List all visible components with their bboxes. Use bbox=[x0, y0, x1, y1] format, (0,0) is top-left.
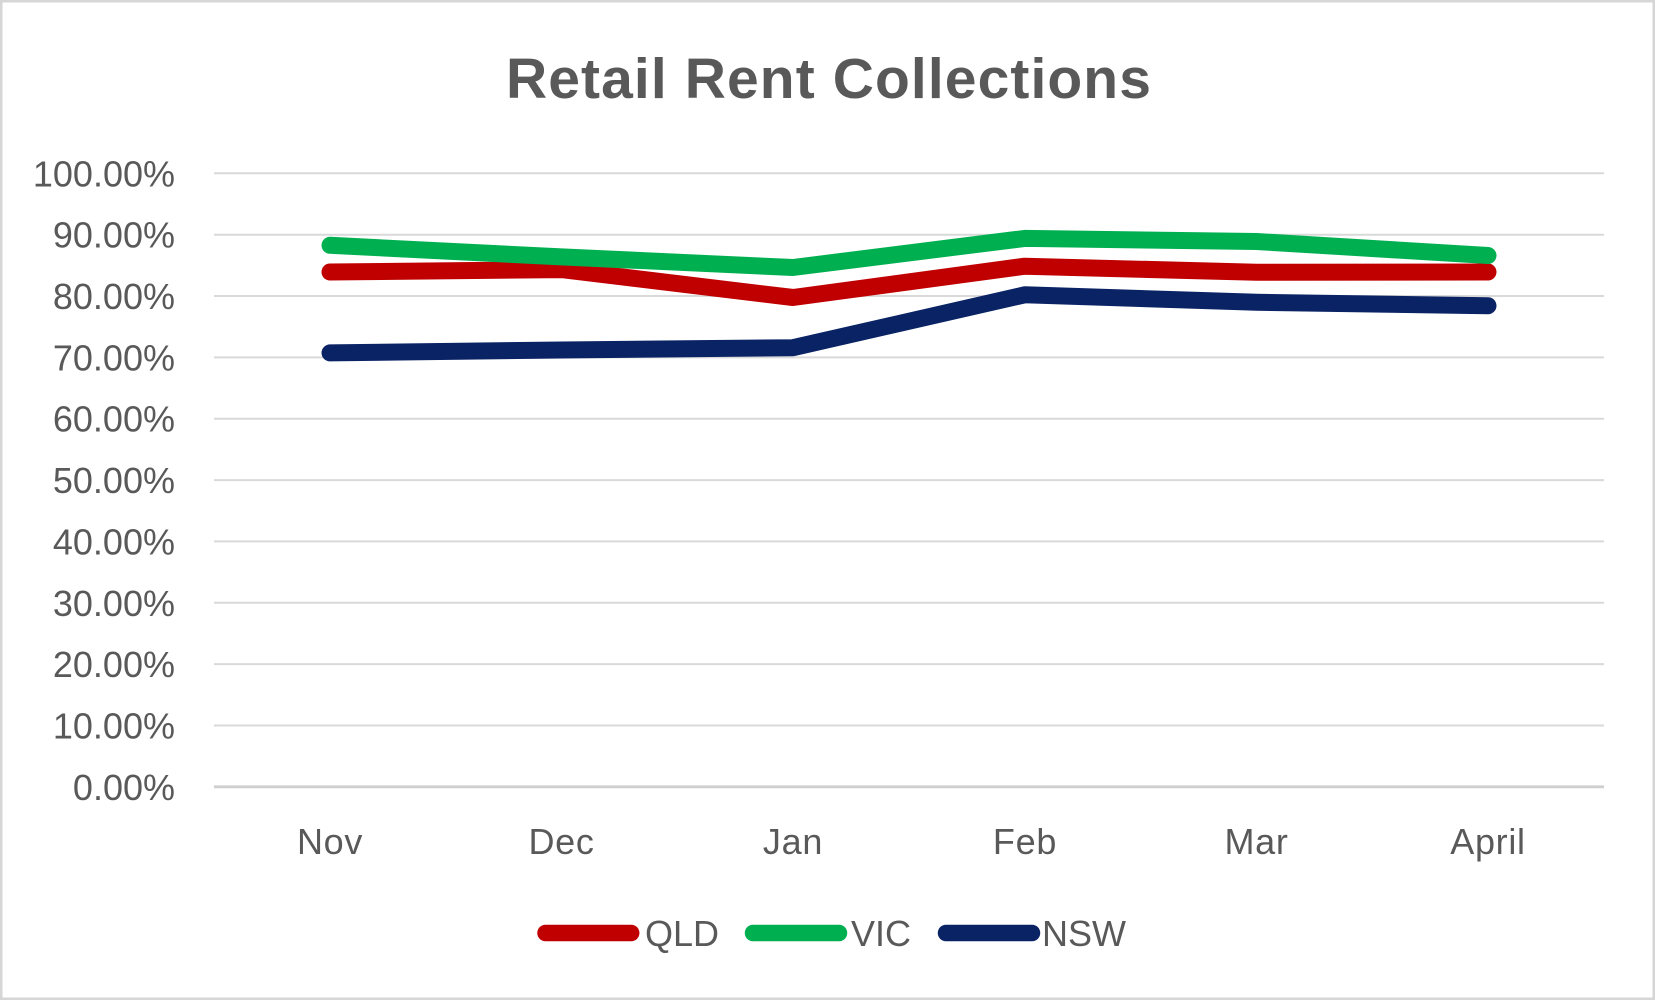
svg-text:QLD: QLD bbox=[645, 913, 719, 954]
svg-text:Dec: Dec bbox=[528, 821, 594, 862]
svg-text:Feb: Feb bbox=[993, 821, 1057, 862]
svg-text:April: April bbox=[1450, 821, 1526, 862]
svg-text:Nov: Nov bbox=[297, 821, 363, 862]
svg-text:NSW: NSW bbox=[1042, 913, 1126, 954]
svg-text:70.00%: 70.00% bbox=[53, 337, 175, 378]
svg-text:10.00%: 10.00% bbox=[53, 706, 175, 747]
svg-text:90.00%: 90.00% bbox=[53, 215, 175, 256]
svg-text:Jan: Jan bbox=[763, 821, 823, 862]
svg-text:100.00%: 100.00% bbox=[33, 153, 175, 194]
svg-text:30.00%: 30.00% bbox=[53, 583, 175, 624]
svg-text:60.00%: 60.00% bbox=[53, 399, 175, 440]
svg-text:0.00%: 0.00% bbox=[73, 767, 175, 808]
svg-text:VIC: VIC bbox=[851, 913, 911, 954]
svg-text:Retail Rent Collections: Retail Rent Collections bbox=[506, 47, 1152, 111]
svg-text:Mar: Mar bbox=[1224, 821, 1288, 862]
svg-text:20.00%: 20.00% bbox=[53, 644, 175, 685]
svg-text:80.00%: 80.00% bbox=[53, 276, 175, 317]
svg-text:50.00%: 50.00% bbox=[53, 460, 175, 501]
svg-text:40.00%: 40.00% bbox=[53, 521, 175, 562]
